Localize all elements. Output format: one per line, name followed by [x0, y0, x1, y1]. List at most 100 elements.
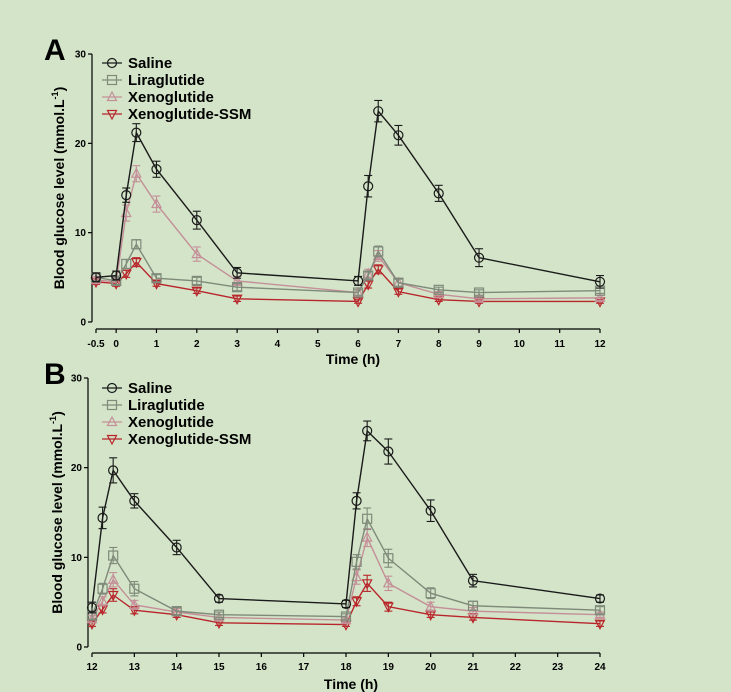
data-point — [372, 265, 384, 276]
data-point — [425, 588, 436, 599]
legend-label: Saline — [128, 55, 172, 72]
legend: SalineLiraglutideXenoglutideXenoglutide-… — [102, 380, 251, 448]
x-tick-label: 16 — [256, 662, 268, 673]
y-axis-title-sup: -1 — [50, 91, 60, 99]
data-point — [120, 269, 132, 281]
data-point — [90, 273, 102, 285]
data-point — [473, 287, 485, 298]
data-point — [467, 600, 479, 611]
panel-b: B 0 10 20 30 12 13 14 15 16 17 18 19 20 21 22 23 24 Time (… — [44, 358, 606, 692]
x-tick-label: 24 — [594, 662, 606, 673]
x-tick-label: 5 — [315, 339, 321, 350]
x-tick-label: 8 — [436, 339, 442, 350]
data-point — [351, 597, 363, 608]
x-tick-label: 11 — [554, 339, 565, 350]
series-saline — [90, 99, 606, 289]
data-point — [361, 579, 373, 590]
legend-marker — [106, 415, 118, 427]
data-point — [108, 550, 119, 561]
data-point — [473, 292, 485, 303]
data-point — [594, 619, 606, 630]
x-tick-label: 2 — [194, 339, 200, 350]
data-point — [362, 425, 373, 437]
y-tick-label: 0 — [80, 318, 86, 329]
series-line — [95, 172, 601, 300]
y-axis-title-main: Blood glucose level (mmol.L — [51, 99, 67, 289]
data-point — [425, 505, 436, 516]
data-point — [351, 556, 362, 567]
data-point — [352, 287, 364, 298]
legend-marker — [106, 109, 118, 121]
series-liraglutide — [90, 239, 606, 298]
series-line — [95, 109, 601, 283]
data-point — [107, 590, 119, 602]
y-axis-title-close: ) — [49, 411, 65, 416]
legend-label: Saline — [128, 380, 172, 397]
data-point — [107, 573, 119, 584]
data-point — [351, 495, 362, 506]
data-point — [383, 553, 394, 564]
x-tick-label: 14 — [171, 662, 183, 673]
x-tick-label: 9 — [476, 339, 482, 350]
y-tick-label: 20 — [71, 463, 83, 474]
x-tick-label: 20 — [425, 662, 437, 673]
data-point — [131, 239, 142, 250]
x-tick-label: 6 — [355, 339, 361, 350]
data-point — [111, 270, 122, 281]
data-point — [121, 190, 132, 201]
legend-marker — [106, 382, 118, 394]
data-point — [86, 602, 98, 613]
x-tick-label: 22 — [510, 662, 522, 673]
legend-marker — [106, 434, 118, 446]
series-saline — [86, 420, 606, 614]
legend-label: Xenoglutide — [128, 414, 214, 431]
y-axis-title: Blood glucose level (mmol.L-1) — [48, 411, 65, 614]
panel-label: B — [44, 358, 66, 391]
data-point — [594, 276, 606, 287]
y-axis-title-main: Blood glucose level (mmol.L — [49, 423, 65, 613]
data-point — [231, 294, 243, 306]
series-line — [95, 242, 601, 294]
data-point — [393, 277, 404, 288]
data-point — [382, 602, 394, 613]
data-point — [373, 106, 384, 117]
data-point — [383, 446, 394, 457]
x-tick-label: 18 — [340, 662, 352, 673]
legend-label: Xenoglutide-SSM — [128, 431, 251, 448]
legend-label: Liraglutide — [128, 72, 205, 89]
series-liraglutide — [86, 507, 606, 622]
x-axis-title: Time (h) — [324, 676, 378, 692]
y-axis-title: Blood glucose level (mmol.L-1) — [50, 87, 67, 290]
x-tick-label: 15 — [213, 662, 225, 673]
data-point — [352, 275, 364, 287]
data-point — [97, 594, 109, 606]
x-tick-label: 23 — [552, 662, 564, 673]
legend-marker — [106, 57, 118, 69]
legend-label: Xenoglutide-SSM — [128, 106, 251, 123]
data-point — [86, 612, 98, 624]
data-point — [171, 606, 182, 617]
data-point — [130, 258, 142, 269]
data-point — [191, 247, 203, 259]
data-point — [131, 127, 142, 138]
data-point — [108, 465, 119, 476]
x-tick-label: 3 — [234, 339, 240, 350]
y-tick-label: 10 — [71, 553, 83, 564]
x-tick-label: 13 — [129, 662, 141, 673]
data-point — [90, 272, 102, 283]
data-point — [232, 282, 243, 293]
data-point — [433, 284, 444, 295]
data-point — [373, 246, 384, 257]
legend-marker — [106, 90, 118, 102]
data-point — [340, 611, 352, 622]
data-point — [213, 593, 225, 604]
data-point — [393, 130, 404, 141]
data-point — [352, 297, 364, 308]
data-point — [363, 270, 374, 281]
y-tick-label: 0 — [76, 643, 82, 654]
data-point — [425, 600, 437, 611]
x-tick-label: -0.5 — [87, 339, 105, 350]
data-point — [340, 598, 352, 610]
data-point — [594, 605, 606, 616]
